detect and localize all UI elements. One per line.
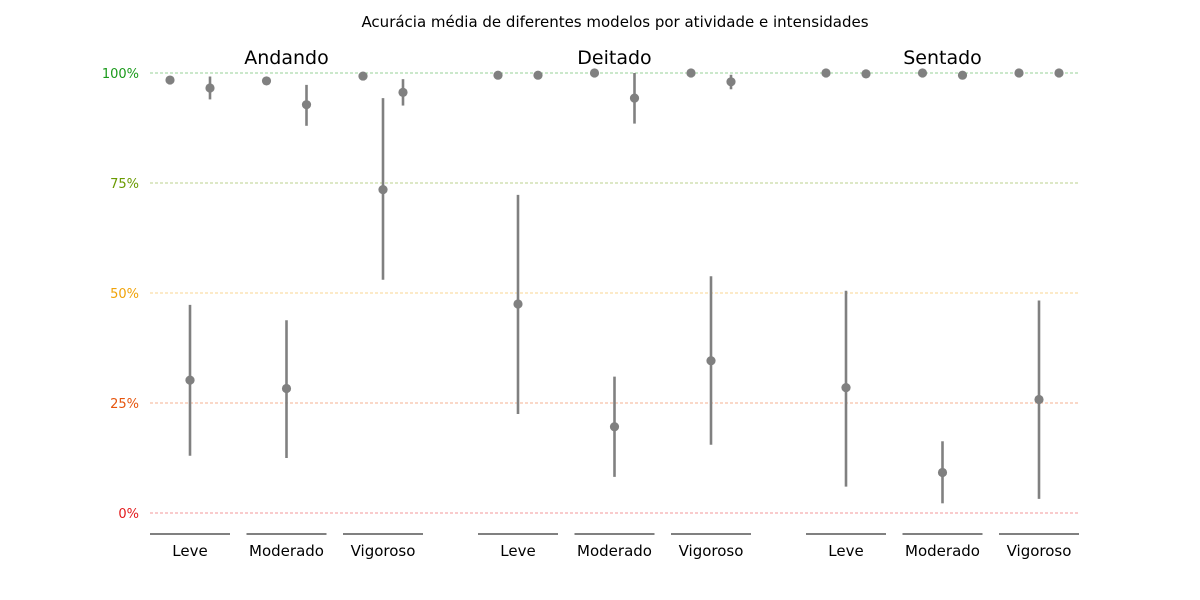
group-labels: Andando Deitado Sentado bbox=[244, 47, 982, 69]
mean-point bbox=[706, 356, 716, 366]
y-tick-label: 25% bbox=[110, 397, 139, 412]
group-label: Andando bbox=[244, 47, 328, 69]
mean-point bbox=[185, 375, 195, 385]
mean-point bbox=[1014, 68, 1024, 78]
mean-point bbox=[1034, 394, 1044, 405]
y-tick-label: 0% bbox=[118, 507, 139, 522]
mean-point bbox=[957, 70, 968, 80]
mean-point bbox=[589, 68, 600, 78]
category-label: Vigoroso bbox=[679, 542, 744, 560]
category-label: Leve bbox=[172, 542, 207, 560]
chart-title: Acurácia média de diferentes modelos por… bbox=[361, 13, 868, 31]
group-label: Sentado bbox=[903, 47, 982, 69]
category-label: Moderado bbox=[577, 542, 652, 560]
mean-point bbox=[493, 70, 503, 80]
mean-point bbox=[301, 100, 312, 110]
mean-point bbox=[378, 185, 388, 195]
mean-point bbox=[821, 68, 831, 78]
mean-point bbox=[917, 68, 928, 78]
category-axis: Leve Moderado Vigoroso Leve Moderado Vigoroso… bbox=[150, 533, 1079, 560]
mean-point bbox=[726, 77, 736, 87]
category-label: Leve bbox=[828, 542, 863, 560]
mean-point bbox=[937, 467, 948, 478]
grid-layer bbox=[150, 72, 1080, 514]
mean-point bbox=[533, 70, 543, 80]
y-tick-label: 100% bbox=[102, 67, 139, 82]
y-tick-label: 50% bbox=[110, 287, 139, 302]
category-label: Vigoroso bbox=[351, 542, 416, 560]
mean-point bbox=[358, 71, 368, 81]
mean-point bbox=[513, 299, 523, 309]
y-tick-label: 75% bbox=[110, 177, 139, 192]
category-label: Leve bbox=[500, 542, 535, 560]
mean-point bbox=[686, 68, 696, 78]
mean-point bbox=[205, 83, 215, 93]
category-label: Moderado bbox=[249, 542, 324, 560]
mean-point bbox=[281, 383, 292, 394]
mean-point bbox=[629, 93, 640, 103]
y-axis-tick-labels: 0% 25% 50% 75% 100% bbox=[102, 67, 139, 522]
category-label: Moderado bbox=[905, 542, 980, 560]
mean-point bbox=[861, 69, 871, 79]
data-marks bbox=[165, 68, 1064, 504]
mean-point bbox=[1054, 68, 1064, 78]
mean-point bbox=[841, 383, 851, 393]
mean-point bbox=[165, 75, 175, 85]
mean-point bbox=[261, 76, 272, 86]
mean-point bbox=[398, 87, 408, 97]
category-label: Vigoroso bbox=[1007, 542, 1072, 560]
group-label: Deitado bbox=[577, 47, 651, 69]
mean-point bbox=[609, 422, 620, 432]
